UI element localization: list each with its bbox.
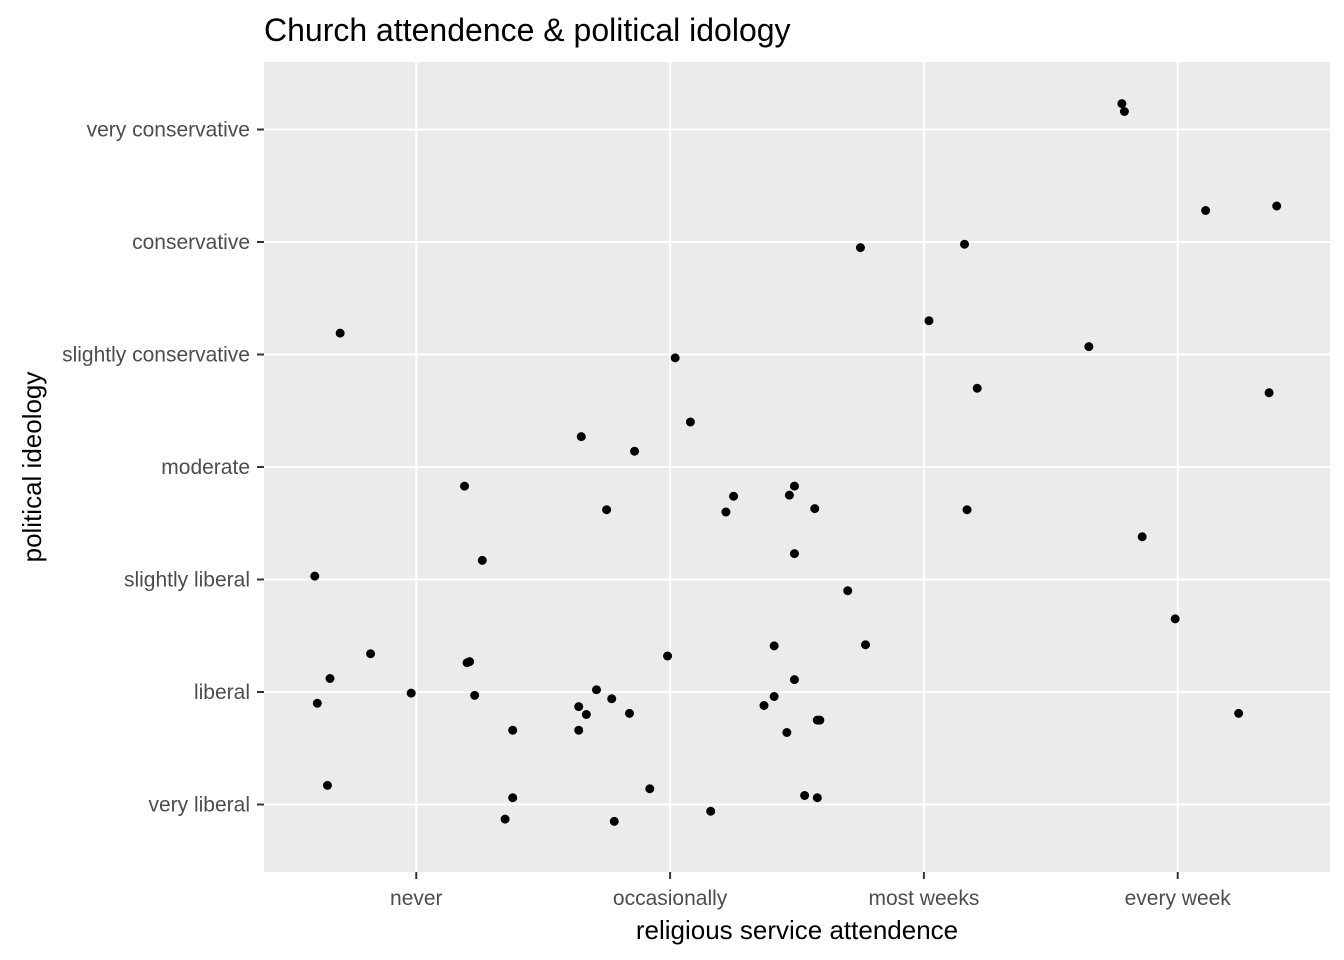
y-axis-ticks: very liberal liberal slightly liberal moder… xyxy=(62,119,264,817)
data-point xyxy=(670,353,680,363)
data-point xyxy=(477,555,487,565)
data-point xyxy=(574,702,584,712)
data-point xyxy=(581,710,591,719)
data-point xyxy=(729,491,739,501)
data-point xyxy=(645,784,655,794)
y-tick-label: conservative xyxy=(132,231,250,254)
data-point xyxy=(310,571,320,581)
y-tick-label: very liberal xyxy=(148,794,250,817)
data-point xyxy=(609,816,619,826)
data-point xyxy=(789,481,799,491)
data-point xyxy=(782,728,792,737)
data-point xyxy=(784,490,794,500)
x-tick-label: never xyxy=(390,887,443,910)
data-point xyxy=(322,780,332,790)
data-point xyxy=(1201,206,1211,215)
data-point xyxy=(960,239,970,249)
data-point xyxy=(861,640,871,650)
data-point xyxy=(924,316,934,326)
x-axis-title: religious service attendence xyxy=(636,915,958,945)
chart-title: Church attendence & political idology xyxy=(264,12,791,48)
data-point xyxy=(812,793,822,803)
data-point xyxy=(789,549,799,559)
data-point xyxy=(335,328,345,338)
data-point xyxy=(815,715,825,725)
data-point xyxy=(1264,388,1274,398)
data-point xyxy=(630,446,640,456)
data-point xyxy=(460,481,470,491)
data-point xyxy=(1234,708,1244,718)
data-point xyxy=(759,701,769,710)
data-point xyxy=(406,688,416,698)
y-tick-label: slightly conservative xyxy=(62,344,250,367)
data-point xyxy=(465,657,475,667)
data-point xyxy=(1272,201,1282,211)
data-point xyxy=(769,641,779,651)
data-point xyxy=(602,505,612,515)
y-tick-label: liberal xyxy=(194,681,250,704)
data-point xyxy=(855,243,865,253)
y-tick-label: moderate xyxy=(161,456,250,479)
x-axis-ticks: never occasionally most weeks every week xyxy=(390,872,1231,910)
data-point xyxy=(591,685,601,695)
data-point xyxy=(1084,342,1094,352)
data-point xyxy=(843,586,853,596)
data-point xyxy=(810,504,820,514)
data-point xyxy=(607,694,617,704)
y-tick-label: very conservative xyxy=(87,119,250,142)
data-point xyxy=(721,507,731,517)
x-tick-label: every week xyxy=(1125,887,1232,910)
gridlines xyxy=(264,62,1330,872)
data-point xyxy=(574,725,584,735)
data-point xyxy=(962,505,972,515)
data-point xyxy=(508,725,518,735)
data-point xyxy=(769,692,779,701)
data-point xyxy=(366,649,376,659)
x-tick-label: most weeks xyxy=(868,887,979,910)
data-point xyxy=(508,793,518,803)
data-point xyxy=(685,417,695,427)
data-point xyxy=(663,651,673,661)
y-tick-label: slightly liberal xyxy=(124,569,250,592)
data-point xyxy=(470,690,480,700)
data-point xyxy=(800,791,810,800)
data-point xyxy=(706,806,716,816)
data-point xyxy=(325,674,335,683)
data-point xyxy=(1117,99,1127,109)
data-point xyxy=(312,698,322,708)
data-point xyxy=(1137,532,1147,542)
x-tick-label: occasionally xyxy=(613,887,728,910)
data-point xyxy=(624,708,634,718)
data-point xyxy=(576,432,586,442)
data-point xyxy=(1119,107,1129,116)
data-point xyxy=(972,383,982,393)
y-axis-title: political ideology xyxy=(17,372,47,563)
data-point xyxy=(789,675,799,685)
data-point xyxy=(1170,614,1180,624)
data-points xyxy=(310,99,1282,826)
data-point xyxy=(500,814,510,824)
